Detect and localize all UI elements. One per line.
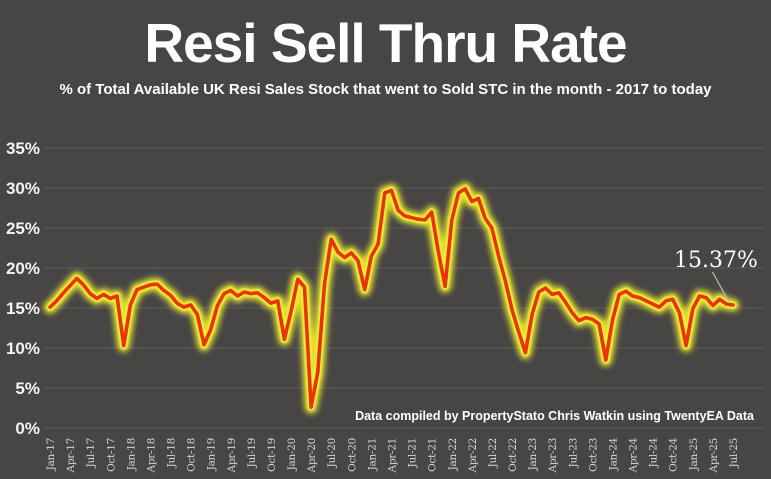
y-axis-tick-label: 20%	[6, 259, 40, 278]
x-axis-tick-label: Jan-21	[366, 438, 378, 471]
x-axis-tick-label: Jan-20	[286, 438, 298, 471]
trend-line-inner-glow	[46, 185, 737, 411]
x-axis-tick-label: Jan-22	[447, 438, 459, 471]
x-axis-tick-label: Jan-19	[206, 438, 218, 471]
x-axis-tick-label: Apr-20	[306, 438, 318, 473]
x-axis-tick-label: Jul-20	[326, 438, 338, 468]
x-axis-tick-label: Jan-18	[125, 438, 137, 471]
x-axis-tick-label: Jan-24	[607, 437, 619, 471]
x-axis-tick-label: Apr-19	[226, 438, 238, 473]
x-axis-tick-label: Oct-20	[346, 438, 358, 472]
annotation-leader-line	[712, 271, 730, 304]
y-axis-tick-label: 15%	[6, 299, 40, 318]
gridlines	[44, 147, 765, 429]
x-axis-tick-label: Oct-22	[507, 438, 519, 472]
x-axis-tick-label: Jul-25	[728, 438, 740, 468]
x-axis-tick-label: Apr-24	[628, 437, 640, 473]
x-axis-tick-label: Apr-22	[467, 438, 479, 473]
x-axis-tick-label: Jan-17	[45, 438, 57, 471]
x-axis-tick-label: Oct-23	[587, 438, 599, 472]
x-axis-tick-label: Jul-21	[407, 438, 419, 468]
x-axis-tick-label: Jan-23	[527, 438, 539, 471]
sell-thru-rate-series	[43, 182, 740, 414]
x-axis-tick-label: Jan-25	[688, 438, 700, 471]
y-axis-tick-label: 30%	[6, 179, 40, 198]
x-axis-tick-label: Oct-24	[668, 437, 680, 471]
data-attribution: Data compiled by PropertyStato Chris Wat…	[355, 409, 754, 423]
x-axis-tick-label: Oct-17	[105, 438, 117, 472]
x-axis-labels: Jan-17 Apr-17 Jul-17 Oct-17 Jan-18 Apr-18 Jul-…	[45, 437, 740, 473]
trend-line	[48, 187, 735, 409]
x-axis-tick-label: Jul-17	[85, 438, 97, 468]
chart-header: Resi Sell Thru Rate % of Total Available…	[0, 0, 771, 98]
x-axis-tick-label: Oct-18	[186, 438, 198, 472]
y-axis-tick-label: 0%	[15, 419, 40, 438]
x-axis-tick-label: Oct-19	[266, 438, 278, 472]
y-axis-tick-label: 25%	[6, 219, 40, 238]
x-axis-tick-label: Jul-24	[648, 437, 660, 468]
x-axis-tick-label: Jul-22	[487, 438, 499, 468]
annotation-label: 15.37%	[674, 248, 758, 273]
y-axis-tick-label: 5%	[15, 379, 40, 398]
x-axis-tick-label: Apr-21	[387, 438, 399, 473]
y-axis-tick-label: 10%	[6, 339, 40, 358]
x-axis-tick-label: Jul-19	[246, 438, 258, 468]
x-axis-tick-label: Oct-21	[427, 438, 439, 472]
y-axis-tick-label: 35%	[6, 139, 40, 158]
x-axis-tick-label: Apr-18	[145, 438, 157, 473]
chart-title: Resi Sell Thru Rate	[144, 12, 627, 74]
x-axis-tick-label: Jul-18	[166, 438, 178, 468]
x-axis-tick-label: Apr-25	[708, 438, 720, 473]
chart-subtitle: % of Total Available UK Resi Sales Stock…	[59, 81, 712, 99]
y-axis-labels: 0% 5% 10% 15% 20% 25% 30% 35%	[6, 139, 40, 438]
x-axis-tick-label: Jul-23	[567, 438, 579, 468]
x-axis-tick-label: Apr-23	[547, 438, 559, 473]
x-axis-tick-label: Apr-17	[65, 438, 77, 473]
